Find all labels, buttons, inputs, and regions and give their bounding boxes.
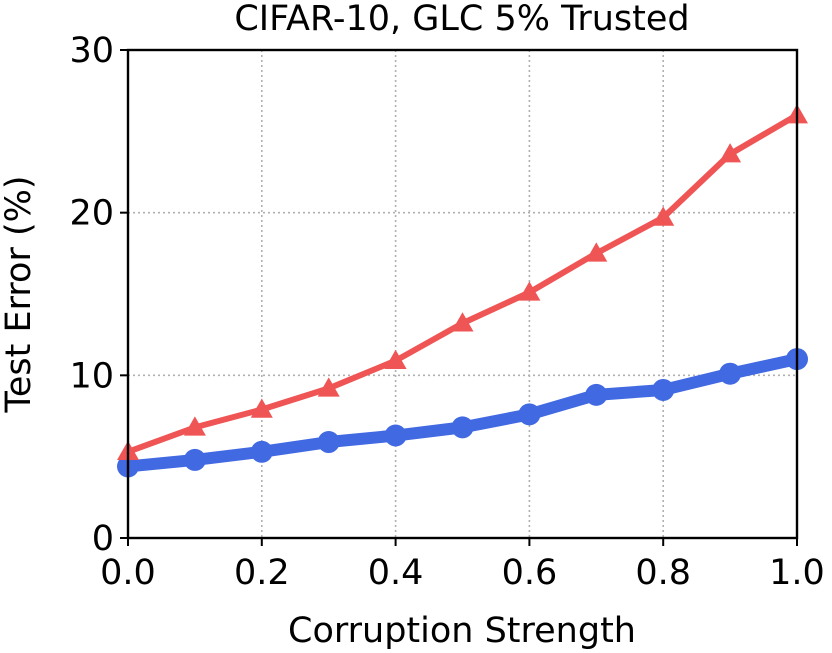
circle-marker [384,424,407,447]
x-axis-label: Corruption Strength [288,611,636,651]
circle-series [117,348,808,478]
circle-marker [250,440,273,463]
triangle-marker [719,143,742,163]
y-tick-label: 20 [69,194,114,234]
triangle-marker [652,206,675,226]
x-tick-label: 0.0 [100,553,156,593]
x-tick-label: 0.4 [368,553,424,593]
circle-marker [451,416,474,439]
circle-marker [183,448,206,471]
triangle-marker [585,242,608,262]
triangle-marker [317,377,340,397]
chart-title: CIFAR-10, GLC 5% Trusted [234,0,689,39]
series-layer [117,104,808,478]
x-tick-label: 0.8 [635,553,691,593]
triangle-marker [183,416,206,436]
circle-marker [518,403,541,426]
y-axis-label: Test Error (%) [0,175,39,413]
grid-layer [128,50,797,538]
circle-marker [585,383,608,406]
x-tick-label: 0.2 [234,553,290,593]
plot-area-frame [126,48,799,540]
circle-marker [719,362,742,385]
x-tick-label: 0.6 [502,553,558,593]
triangle-marker [518,281,541,301]
triangle-series-line [126,112,799,455]
circle-marker [317,431,340,454]
triangle-series [117,104,808,461]
y-tick-label: 0 [92,519,114,559]
y-tick-label: 30 [69,31,114,71]
x-tick-label: 1.0 [769,553,825,593]
triangle-marker [250,398,273,418]
tick-layer: 0.0 0.2 0.4 0.6 0.8 1.0 0 10 20 30 [69,31,824,593]
triangle-marker [384,349,407,369]
triangle-marker [451,312,474,332]
y-tick-label: 10 [69,356,114,396]
circle-marker [652,378,675,401]
